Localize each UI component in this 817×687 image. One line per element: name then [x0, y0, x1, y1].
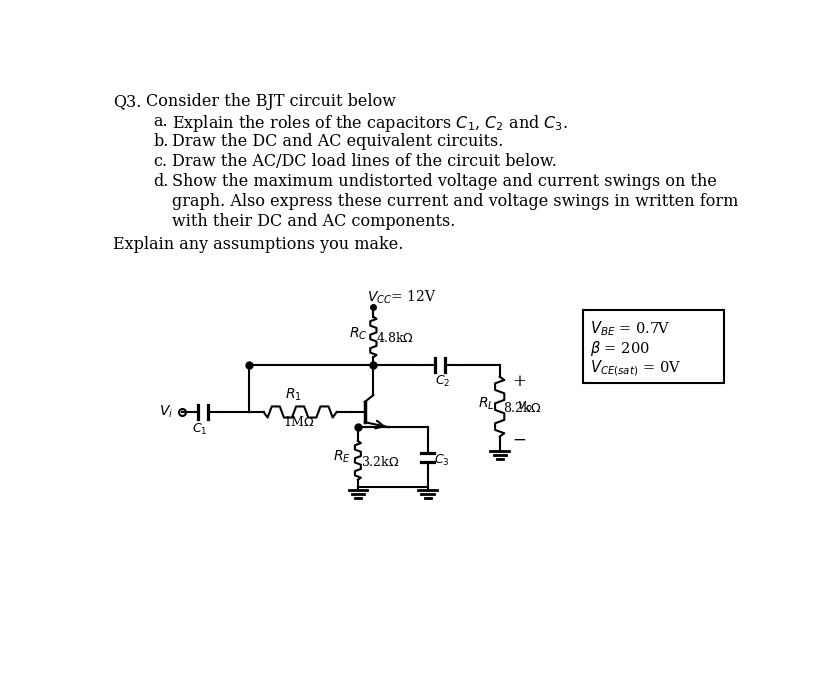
Text: with their DC and AC components.: with their DC and AC components.: [172, 214, 455, 230]
Text: Explain any assumptions you make.: Explain any assumptions you make.: [113, 236, 404, 254]
Text: $R_C$: $R_C$: [349, 326, 367, 342]
Text: Draw the AC/DC load lines of the circuit below.: Draw the AC/DC load lines of the circuit…: [172, 153, 556, 170]
Text: −: −: [512, 431, 526, 448]
Text: Consider the BJT circuit below: Consider the BJT circuit below: [145, 93, 395, 110]
Bar: [583, 310, 724, 383]
Text: $C_1$: $C_1$: [192, 422, 208, 437]
Text: Draw the DC and AC equivalent circuits.: Draw the DC and AC equivalent circuits.: [172, 133, 503, 150]
Text: $V_{CE(sat)}$ = 0V: $V_{CE(sat)}$ = 0V: [591, 358, 681, 378]
Text: $C_2$: $C_2$: [435, 374, 451, 390]
Text: a.: a.: [154, 113, 168, 131]
Text: $\beta$ = 200: $\beta$ = 200: [591, 339, 650, 358]
Text: Q3.: Q3.: [113, 93, 141, 110]
Text: $v_o$: $v_o$: [516, 399, 533, 414]
Text: $C_3$: $C_3$: [434, 453, 449, 468]
Text: 8.2k$\Omega$: 8.2k$\Omega$: [502, 401, 541, 415]
Text: $V_{BE}$ = 0.7V: $V_{BE}$ = 0.7V: [591, 319, 671, 337]
Text: c.: c.: [154, 153, 167, 170]
Text: Explain the roles of the capacitors $C_1$, $C_2$ and $C_3$.: Explain the roles of the capacitors $C_1…: [172, 113, 568, 134]
Text: d.: d.: [154, 173, 168, 190]
Text: 1M$\Omega$: 1M$\Omega$: [283, 415, 315, 429]
Text: graph. Also express these current and voltage swings in written form: graph. Also express these current and vo…: [172, 193, 739, 210]
Text: $V_i$: $V_i$: [158, 404, 173, 420]
Text: Show the maximum undistorted voltage and current swings on the: Show the maximum undistorted voltage and…: [172, 173, 717, 190]
Text: +: +: [512, 373, 526, 390]
Text: $V_{CC}$= 12V: $V_{CC}$= 12V: [367, 289, 436, 306]
Text: b.: b.: [154, 133, 168, 150]
Text: $R_L$: $R_L$: [478, 395, 494, 412]
Text: 4.8k$\Omega$: 4.8k$\Omega$: [377, 331, 414, 346]
Text: 3.2k$\Omega$: 3.2k$\Omega$: [361, 455, 400, 469]
Text: $R_E$: $R_E$: [333, 449, 350, 466]
Text: $R_1$: $R_1$: [284, 387, 301, 403]
